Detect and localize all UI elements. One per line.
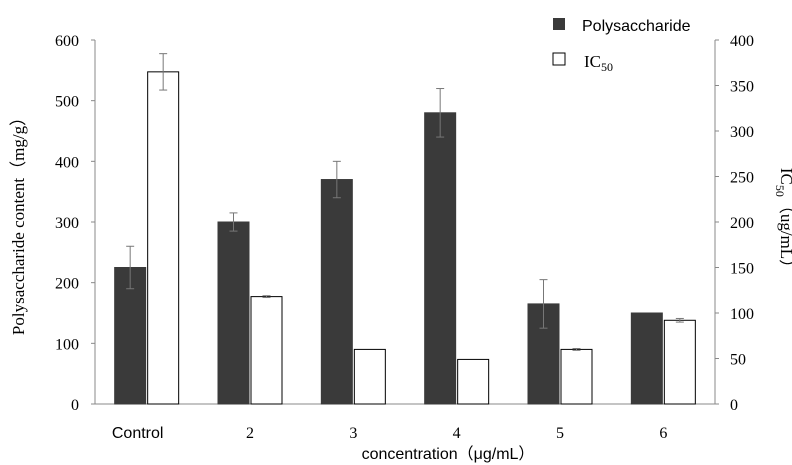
bar-ic50-3 [457, 358, 490, 405]
right-y-tick-label: 300 [730, 124, 754, 141]
right-y-tick-label: 200 [730, 215, 754, 232]
left-y-tick-label: 600 [55, 33, 79, 50]
legend-swatch-ic50 [552, 52, 566, 66]
x-tick-labels: Control 2 3 4 5 6 [112, 425, 667, 442]
x-tick-label: 4 [453, 425, 461, 442]
x-axis-title: concentration（μg/mL） [362, 445, 535, 463]
left-y-tick-label: 500 [55, 94, 79, 111]
right-y-tick-labels: 0 50 100 150 200 250 300 350 400 [715, 33, 754, 414]
bar-ic50-4 [560, 348, 593, 405]
legend-label-polysaccharide: Polysaccharide [582, 18, 691, 35]
bar-ic50-0 [147, 71, 180, 405]
bar-ic50-2 [353, 348, 386, 405]
left-y-tick-label: 100 [55, 336, 79, 353]
x-tick-label: 3 [349, 425, 357, 442]
left-y-tick-label: 0 [71, 397, 79, 414]
left-y-tick-label: 400 [55, 154, 79, 171]
bar-polysaccharide-1 [217, 221, 250, 405]
legend-swatch-polysaccharide [553, 18, 565, 30]
right-y-tick-label: 50 [730, 352, 746, 369]
right-y-axis-title: IC50（ug/mL） [773, 168, 792, 276]
right-y-tick-label: 250 [730, 170, 754, 187]
x-tick-label: 5 [556, 425, 564, 442]
bar-polysaccharide-5 [630, 312, 663, 405]
right-y-tick-label: 0 [730, 397, 738, 414]
left-y-axis-title: Polysaccharide content（mg/g） [9, 109, 28, 335]
bars-group [114, 53, 696, 405]
right-y-tick-label: 400 [730, 33, 754, 50]
left-y-tick-label: 200 [55, 276, 79, 293]
left-y-tick-label: 300 [55, 215, 79, 232]
bar-ic50-5 [663, 319, 696, 405]
bar-ic50-1 [250, 296, 283, 405]
legend-label-ic50: IC50 [584, 52, 613, 74]
left-y-tick-labels: 0 100 200 300 400 500 600 [55, 33, 95, 414]
x-tick-label: 2 [246, 425, 254, 442]
x-tick-label: Control [112, 425, 164, 442]
legend: Polysaccharide IC50 [552, 18, 691, 74]
right-y-tick-label: 100 [730, 306, 754, 323]
bar-polysaccharide-3 [424, 112, 457, 405]
x-tick-label: 6 [659, 425, 667, 442]
right-y-tick-label: 150 [730, 261, 754, 278]
bar-polysaccharide-2 [320, 179, 353, 405]
right-y-tick-label: 350 [730, 79, 754, 96]
